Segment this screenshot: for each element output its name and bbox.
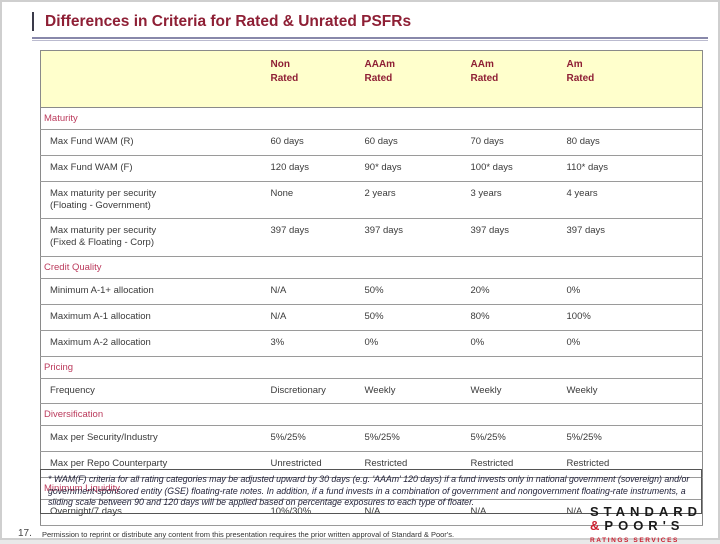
table-cell: N/A [264, 304, 359, 331]
table-cell: 5%/25% [560, 425, 703, 453]
title-divider-top [32, 37, 708, 40]
table-cell: Discretionary [264, 378, 359, 405]
row-label: Max maturity per security (Floating - Go… [40, 181, 265, 220]
column-header-aam-rated: AAm Rated [464, 50, 561, 108]
row-label: Overnight/7 days [40, 499, 265, 526]
table-cell: None [264, 181, 359, 220]
table-cell: 100* days [464, 155, 561, 182]
section-row-diversification: Diversification [40, 403, 703, 427]
table-cell: N/A [358, 499, 465, 526]
column-header-empty [40, 50, 265, 108]
page-number: 17. [18, 528, 32, 539]
table-cell: 50% [358, 278, 465, 305]
header-row: Non Rated AAAm Rated AAm Rated Am Rated [40, 50, 703, 108]
table-cell: 100% [560, 304, 703, 331]
table-cell: 0% [560, 330, 703, 357]
table-cell: Restricted [358, 451, 465, 478]
footnote-box: * WAM(F) criteria for all rating categor… [40, 469, 702, 514]
section-row-credit-quality: Credit Quality [40, 256, 703, 279]
footnote-text: * WAM(F) criteria for all rating categor… [48, 474, 690, 508]
table-cell: 120 days [264, 155, 359, 182]
table-cell: 5%/25% [464, 425, 561, 453]
row-label: Max per Repo Counterparty [40, 451, 265, 478]
table-row: Maximum A-1 allocation N/A 50% 80% 100% [40, 304, 703, 331]
table-cell: 60 days [358, 129, 465, 156]
table-row: Minimum A-1+ allocation N/A 50% 20% 0% [40, 278, 703, 305]
logo-line-standard: STANDARD [590, 504, 702, 519]
row-label: Max Fund WAM (R) [40, 129, 265, 156]
column-header-am-rated: Am Rated [560, 50, 703, 108]
column-header-aaam-rated: AAAm Rated [358, 50, 465, 108]
table-cell: 397 days [560, 218, 703, 258]
row-label: Maximum A-2 allocation [40, 330, 265, 357]
logo-poors-text: POOR'S [604, 518, 685, 534]
row-label: Frequency [40, 378, 265, 405]
section-label: Minimum Liquidity [40, 477, 703, 500]
table-cell: 110* days [560, 155, 703, 182]
table-cell: 5%/25% [264, 425, 359, 453]
table-cell: N/A [464, 499, 561, 526]
section-label: Credit Quality [40, 256, 703, 279]
section-label: Pricing [40, 356, 703, 379]
table-cell: Unrestricted [264, 451, 359, 478]
table-row: Overnight/7 days 10%/30% N/A N/A N/A [40, 499, 703, 526]
logo-tagline: RATINGS SERVICES [590, 536, 679, 544]
row-label: Max per Security/Industry [40, 425, 265, 453]
table-cell: Weekly [560, 378, 703, 405]
standard-and-poors-logo: STANDARD &POOR'S RATINGS SERVICES [590, 504, 702, 544]
table-cell: 0% [464, 330, 561, 357]
table-cell: 3% [264, 330, 359, 357]
column-header-non-rated: Non Rated [264, 50, 359, 108]
page-title: Differences in Criteria for Rated & Unra… [32, 12, 708, 32]
criteria-table: Non Rated AAAm Rated AAm Rated Am Rated … [40, 50, 703, 526]
table-cell: 90* days [358, 155, 465, 182]
row-label: Maximum A-1 allocation [40, 304, 265, 331]
logo-ampersand: & [590, 518, 605, 534]
section-row-minimum-liquidity: Minimum Liquidity [40, 477, 703, 500]
row-label: Minimum A-1+ allocation [40, 278, 265, 305]
section-row-maturity: Maturity [40, 107, 703, 130]
table-cell: 397 days [464, 218, 561, 258]
table-cell: 0% [560, 278, 703, 305]
table-cell: 5%/25% [358, 425, 465, 453]
table-row: Max Fund WAM (F) 120 days 90* days 100* … [40, 155, 703, 182]
table-cell: 2 years [358, 181, 465, 220]
table-cell: Weekly [358, 378, 465, 405]
table-row: Frequency Discretionary Weekly Weekly We… [40, 378, 703, 405]
logo-line-poors: &POOR'S [590, 519, 702, 533]
title-divider-bottom [32, 40, 708, 42]
table-row: Max per Security/Industry 5%/25% 5%/25% … [40, 425, 703, 453]
table-row: Max Fund WAM (R) 60 days 60 days 70 days… [40, 129, 703, 156]
table-cell: N/A [264, 278, 359, 305]
table-cell: N/A [560, 499, 703, 526]
table-cell: 70 days [464, 129, 561, 156]
table-cell: 50% [358, 304, 465, 331]
table-cell: 80% [464, 304, 561, 331]
table-cell: 397 days [264, 218, 359, 258]
table-cell: 0% [358, 330, 465, 357]
table-cell: 3 years [464, 181, 561, 220]
section-label: Diversification [40, 403, 703, 427]
section-label: Maturity [40, 107, 703, 130]
table-row: Max maturity per security (Fixed & Float… [40, 218, 703, 258]
table-row: Maximum A-2 allocation 3% 0% 0% 0% [40, 330, 703, 357]
table-cell: Weekly [464, 378, 561, 405]
table-cell: 397 days [358, 218, 465, 258]
row-label: Max maturity per security (Fixed & Float… [40, 218, 265, 258]
table-cell: Restricted [464, 451, 561, 478]
table-cell: 10%/30% [264, 499, 359, 526]
table-cell: Restricted [560, 451, 703, 478]
title-block: Differences in Criteria for Rated & Unra… [32, 12, 708, 42]
table-row: Max per Repo Counterparty Unrestricted R… [40, 451, 703, 478]
table-row: Max maturity per security (Floating - Go… [40, 181, 703, 220]
permission-note: Permission to reprint or distribute any … [42, 530, 455, 539]
table-cell: 4 years [560, 181, 703, 220]
table-cell: 60 days [264, 129, 359, 156]
table-cell: 20% [464, 278, 561, 305]
table-cell: 80 days [560, 129, 703, 156]
row-label: Max Fund WAM (F) [40, 155, 265, 182]
section-row-pricing: Pricing [40, 356, 703, 379]
